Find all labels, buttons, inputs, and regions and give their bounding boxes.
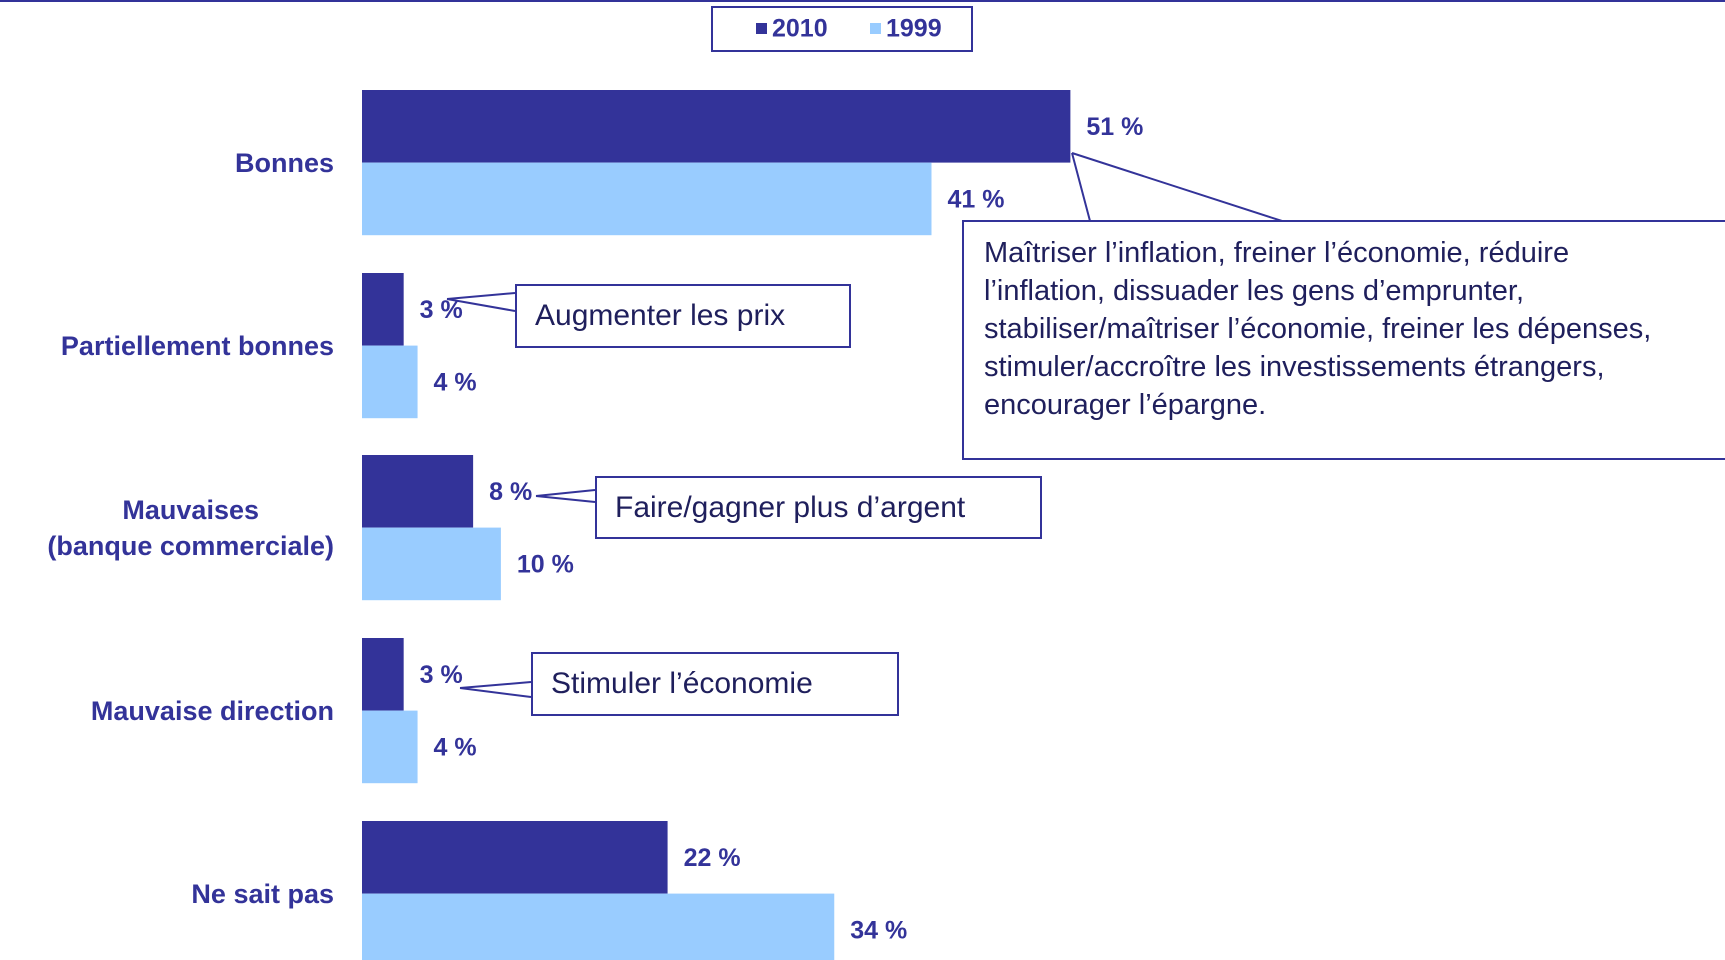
legend-box bbox=[711, 6, 973, 52]
category-label: Bonnes bbox=[234, 147, 334, 178]
value-label: 4 % bbox=[434, 369, 477, 397]
legend-swatch bbox=[870, 23, 881, 34]
callout: Stimuler l’économie bbox=[531, 652, 899, 716]
value-label: 41 % bbox=[947, 186, 1004, 214]
callout: Maîtriser l’inflation, freiner l’économi… bbox=[962, 220, 1725, 460]
bar bbox=[362, 710, 418, 784]
legend-label: 1999 bbox=[886, 15, 942, 43]
legend-swatch bbox=[756, 23, 767, 34]
bar bbox=[362, 273, 404, 346]
value-label: 22 % bbox=[684, 844, 741, 872]
callout-text: Augmenter les prix bbox=[535, 299, 786, 332]
value-label: 4 % bbox=[434, 734, 477, 762]
callout: Faire/gagner plus d’argent bbox=[595, 476, 1042, 539]
bar bbox=[362, 638, 404, 711]
category-label: Ne sait pas bbox=[191, 878, 334, 909]
value-label: 8 % bbox=[489, 478, 532, 506]
callout-pointer bbox=[535, 495, 596, 503]
callout-text: Faire/gagner plus d’argent bbox=[615, 490, 966, 524]
callout: Augmenter les prix bbox=[515, 284, 851, 348]
category-label: Mauvaises (banque commerciale) bbox=[47, 494, 334, 561]
callout-pointer bbox=[446, 298, 516, 312]
value-label: 10 % bbox=[517, 551, 574, 579]
category-label: Partiellement bonnes bbox=[60, 330, 334, 361]
callout-text: Maîtriser l’inflation, freiner l’économi… bbox=[984, 237, 1652, 421]
callout-pointer bbox=[1071, 152, 1091, 222]
bar bbox=[362, 527, 501, 601]
value-label: 51 % bbox=[1086, 113, 1143, 141]
bar bbox=[362, 455, 474, 528]
bar bbox=[362, 162, 932, 236]
value-label: 3 % bbox=[420, 661, 463, 689]
bar bbox=[362, 893, 835, 960]
callout-pointer bbox=[535, 489, 596, 497]
value-label: 34 % bbox=[850, 917, 907, 945]
bar bbox=[362, 821, 668, 894]
legend-label: 2010 bbox=[772, 15, 828, 43]
bar bbox=[362, 345, 418, 419]
category-label: Mauvaise direction bbox=[90, 695, 334, 726]
callout-text: Stimuler l’économie bbox=[551, 667, 813, 700]
bar bbox=[362, 90, 1071, 163]
callout-pointer bbox=[459, 687, 532, 698]
callout-pointer bbox=[1071, 152, 1283, 222]
callout-pointer bbox=[459, 681, 532, 689]
callout-pointer bbox=[446, 292, 516, 300]
